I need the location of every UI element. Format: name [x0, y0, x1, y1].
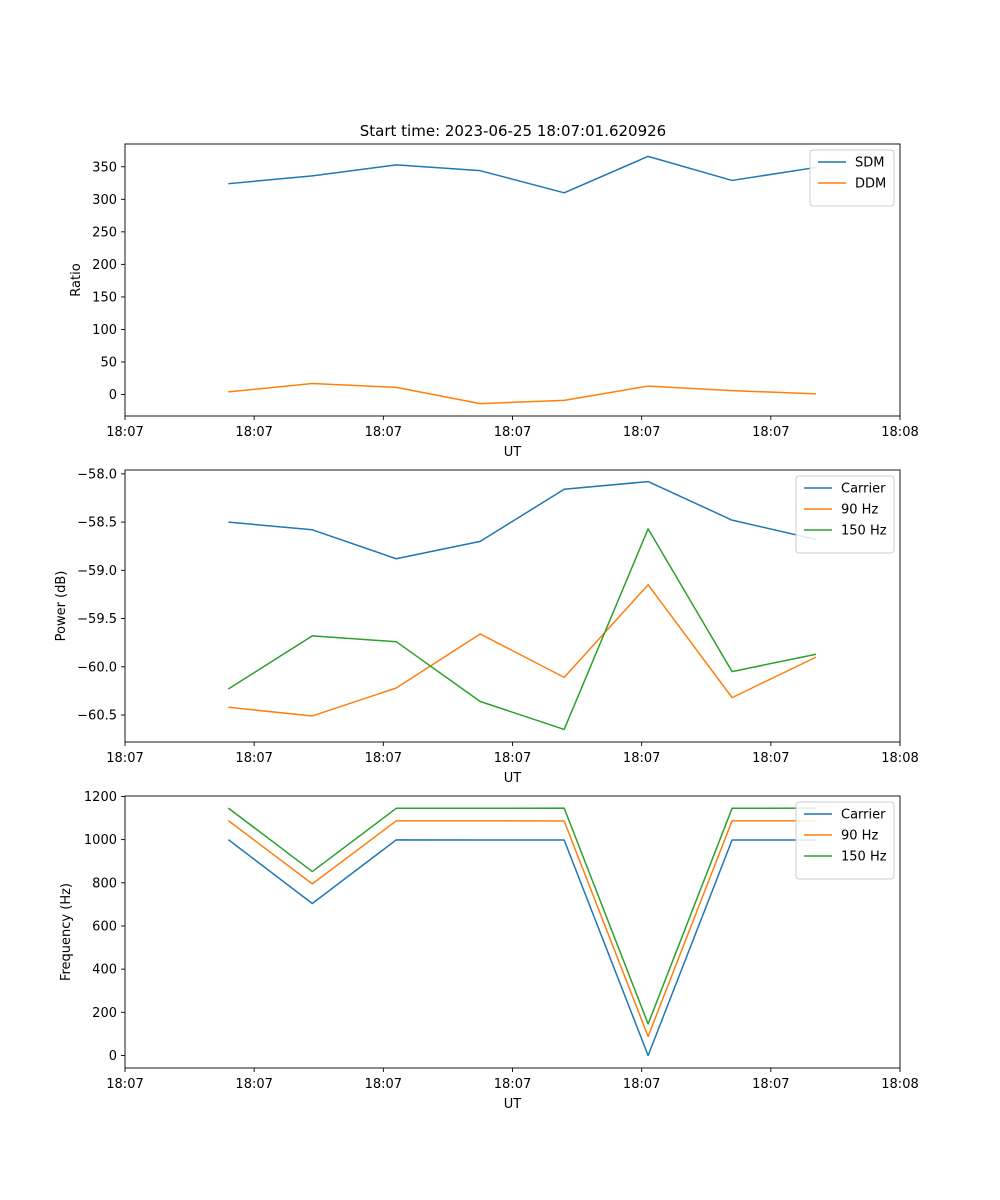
legend-label: SDM [855, 156, 884, 171]
chart-power: 18:07 18:07 18:07 18:07 18:07 18:07 18:08 −60.5… [54, 467, 919, 786]
x-tick-label: 18:07 [623, 425, 660, 440]
x-axis-label: UT [504, 1097, 522, 1112]
y-tick-label: 600 [92, 919, 117, 934]
y-axis-label: Power (dB) [54, 571, 69, 642]
axes-frame [124, 143, 901, 417]
legend-box [809, 149, 895, 207]
x-tick-label: 18:07 [235, 1077, 272, 1092]
x-axis-label: UT [504, 771, 522, 786]
legend-box [795, 801, 895, 880]
x-tick-label: 18:07 [752, 425, 789, 440]
series-line-sdm [228, 155, 817, 194]
series-line-150-hz [227, 528, 817, 731]
x-tick-label: 18:07 [235, 751, 272, 766]
x-tick-label: 18:07 [235, 425, 272, 440]
series-line-ddm [228, 382, 817, 405]
y-tick-label: 0 [109, 1049, 117, 1064]
y-tick-label: −60.5 [77, 708, 117, 723]
legend: SDM DDM [809, 149, 895, 207]
x-tick-label: 18:07 [365, 425, 402, 440]
series-line-90-hz [227, 820, 817, 1038]
series-line-90-hz [228, 584, 817, 717]
series-line-150-hz [227, 807, 817, 1025]
legend-label: Carrier [841, 808, 886, 823]
y-tick-label: 100 [92, 323, 117, 338]
y-tick-label: 800 [92, 876, 117, 891]
x-tick-label: 18:07 [106, 1077, 143, 1092]
x-tick-label: 18:07 [365, 1077, 402, 1092]
y-tick-label: 150 [92, 290, 117, 305]
y-tick-label: 350 [92, 160, 117, 175]
chart-frequency: 18:07 18:07 18:07 18:07 18:07 18:07 18:08 0 200 4… [59, 790, 919, 1112]
legend-label: 150 Hz [841, 524, 887, 539]
chart-ratio: 18:07 18:07 18:07 18:07 18:07 18:07 18:08 0 50 10… [69, 143, 919, 460]
x-tick-label: 18:07 [106, 751, 143, 766]
legend-label: 90 Hz [841, 503, 878, 518]
y-tick-label: 0 [109, 388, 117, 403]
x-tick-label: 18:07 [752, 751, 789, 766]
x-tick-label: 18:07 [752, 1077, 789, 1092]
series-line-carrier [228, 480, 817, 560]
y-axis-label: Ratio [69, 263, 84, 296]
x-tick-label: 18:07 [494, 1077, 531, 1092]
x-tick-label: 18:07 [494, 425, 531, 440]
legend-box [795, 475, 895, 554]
figure-title: Start time: 2023-06-25 18:07:01.620926 [360, 122, 666, 140]
y-tick-label: −58.0 [77, 467, 117, 482]
y-tick-label: 200 [92, 1006, 117, 1021]
legend-label: DDM [855, 177, 886, 192]
y-tick-label: 200 [92, 258, 117, 273]
legend: Carrier 90 Hz 150 Hz [795, 801, 895, 880]
y-tick-label: 50 [100, 355, 117, 370]
axes-frame [124, 795, 901, 1069]
x-tick-label: 18:08 [881, 425, 918, 440]
legend-label: 150 Hz [841, 850, 887, 865]
y-tick-label: 250 [92, 225, 117, 240]
y-tick-label: −60.0 [77, 660, 117, 675]
legend-label: Carrier [841, 482, 886, 497]
x-tick-label: 18:07 [623, 1077, 660, 1092]
legend: Carrier 90 Hz 150 Hz [795, 475, 895, 554]
x-tick-label: 18:07 [365, 751, 402, 766]
axes-frame [124, 469, 901, 743]
legend-label: 90 Hz [841, 829, 878, 844]
x-tick-label: 18:07 [494, 751, 531, 766]
x-axis-label: UT [504, 445, 522, 460]
x-tick-label: 18:07 [106, 425, 143, 440]
y-tick-label: 300 [92, 193, 117, 208]
series-line-carrier [227, 839, 817, 1057]
y-tick-label: 400 [92, 963, 117, 978]
x-tick-label: 18:08 [881, 1077, 918, 1092]
y-tick-label: −59.5 [77, 612, 117, 627]
y-tick-label: −59.0 [77, 564, 117, 579]
y-tick-label: 1000 [84, 833, 117, 848]
y-axis-label: Frequency (Hz) [59, 883, 74, 981]
x-tick-label: 18:07 [623, 751, 660, 766]
x-tick-label: 18:08 [881, 751, 918, 766]
y-tick-label: −58.5 [77, 516, 117, 531]
y-tick-label: 1200 [84, 790, 117, 805]
